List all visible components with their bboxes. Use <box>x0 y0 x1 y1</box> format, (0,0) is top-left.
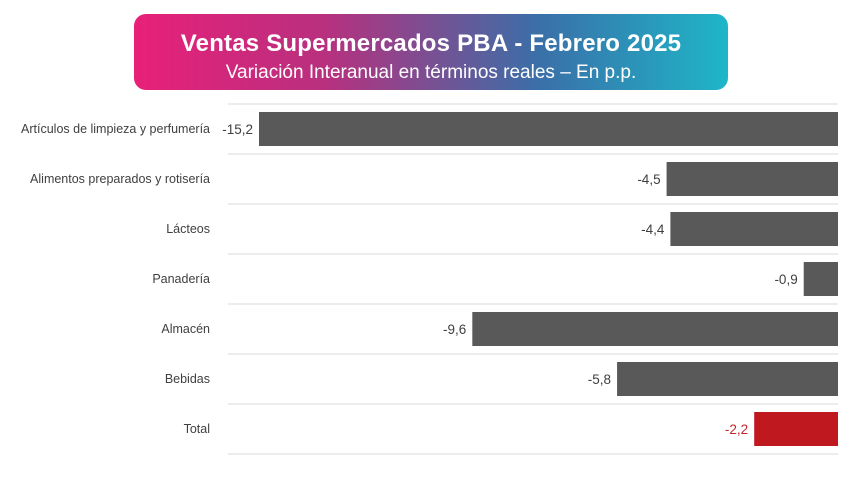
bar-total <box>754 412 838 446</box>
bar-category <box>670 212 838 246</box>
chart-title: Ventas Supermercados PBA - Febrero 2025 <box>180 30 682 57</box>
value-label: -4,4 <box>641 222 665 237</box>
category-label: Lácteos <box>166 222 210 236</box>
value-label: -2,2 <box>725 422 748 437</box>
title-banner: Ventas Supermercados PBA - Febrero 2025 … <box>134 14 728 90</box>
bar-category <box>617 362 838 396</box>
category-label: Panadería <box>152 272 210 286</box>
category-label: Artículos de limpieza y perfumería <box>21 122 210 136</box>
bar-category <box>803 262 838 296</box>
category-label: Alimentos preparados y rotisería <box>30 172 210 186</box>
bar-category <box>666 162 838 196</box>
bar-category <box>472 312 838 346</box>
category-label: Bebidas <box>165 372 210 386</box>
value-label: -4,5 <box>637 172 660 187</box>
category-label: Almacén <box>161 322 210 336</box>
value-label: -0,9 <box>774 272 797 287</box>
value-label: -9,6 <box>443 322 466 337</box>
category-label: Total <box>184 422 210 436</box>
chart-subtitle: Variación Interanual en términos reales … <box>225 62 637 83</box>
bar-category <box>259 112 838 146</box>
value-label: -15,2 <box>222 122 253 137</box>
value-label: -5,8 <box>588 372 611 387</box>
